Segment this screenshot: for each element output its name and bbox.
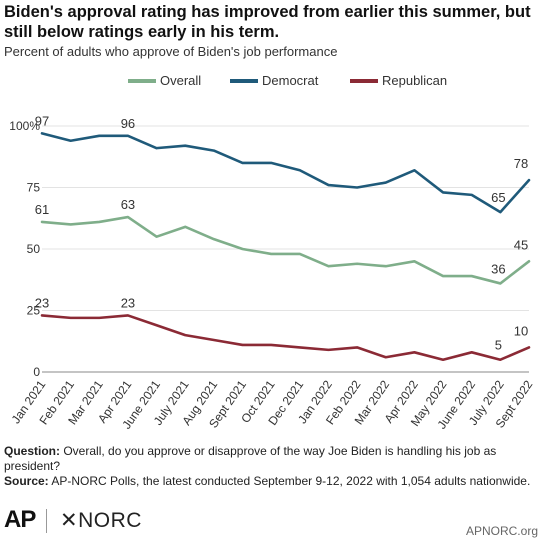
y-tick-label: 50 <box>27 242 41 256</box>
legend-item-republican: Republican <box>350 73 447 88</box>
norc-logo-text: NORC <box>78 509 142 532</box>
series-line-republican <box>40 314 531 362</box>
source-note: Source: AP-NORC Polls, the latest conduc… <box>4 474 544 489</box>
legend-label-overall: Overall <box>160 73 202 88</box>
series-line-democrat <box>40 132 531 214</box>
logo-bar: AP ✕NORC APNORC.org <box>4 506 544 538</box>
legend-swatch-democrat <box>230 78 258 83</box>
question-note: Question: Overall, do you approve or dis… <box>4 444 544 474</box>
norc-star-icon: ✕ <box>60 509 79 532</box>
legend-swatch-overall <box>128 78 156 83</box>
legend-label-democrat: Democrat <box>262 73 319 88</box>
norc-logo: ✕NORC <box>60 508 142 533</box>
data-label: 63 <box>121 197 135 212</box>
y-tick-label: 0 <box>33 365 40 379</box>
chart-title: Biden's approval rating has improved fro… <box>4 3 531 41</box>
data-label: 36 <box>491 261 505 276</box>
data-label: 5 <box>495 338 502 353</box>
y-tick-label: 25 <box>27 304 41 318</box>
y-tick-label: 100% <box>9 119 40 133</box>
data-label: 23 <box>35 295 49 310</box>
question-text: Overall, do you approve or disapprove of… <box>4 444 497 473</box>
data-label: 96 <box>121 116 135 131</box>
legend-label-republican: Republican <box>382 73 448 88</box>
data-label: 61 <box>35 202 49 217</box>
chart-subtitle: Percent of adults who approve of Biden's… <box>4 44 338 59</box>
site-url: APNORC.org <box>465 524 538 538</box>
legend-item-democrat: Democrat <box>230 73 318 88</box>
data-label: 23 <box>121 295 135 310</box>
data-label: 65 <box>491 190 505 205</box>
data-label: 97 <box>35 113 49 128</box>
chart-footer: Question: Overall, do you approve or dis… <box>4 444 544 489</box>
source-label: Source: <box>4 474 49 488</box>
source-text: AP-NORC Polls, the latest conducted Sept… <box>51 474 531 488</box>
legend-swatch-republican <box>350 78 378 83</box>
logo-divider <box>46 509 47 533</box>
legend-item-overall: Overall <box>128 73 201 88</box>
question-label: Question: <box>4 444 60 458</box>
data-label: 78 <box>514 156 528 171</box>
data-label: 10 <box>514 323 528 338</box>
ap-logo: AP <box>4 506 36 533</box>
series-line-overall <box>40 215 531 285</box>
y-tick-label: 75 <box>27 181 41 195</box>
data-label: 45 <box>514 237 528 252</box>
